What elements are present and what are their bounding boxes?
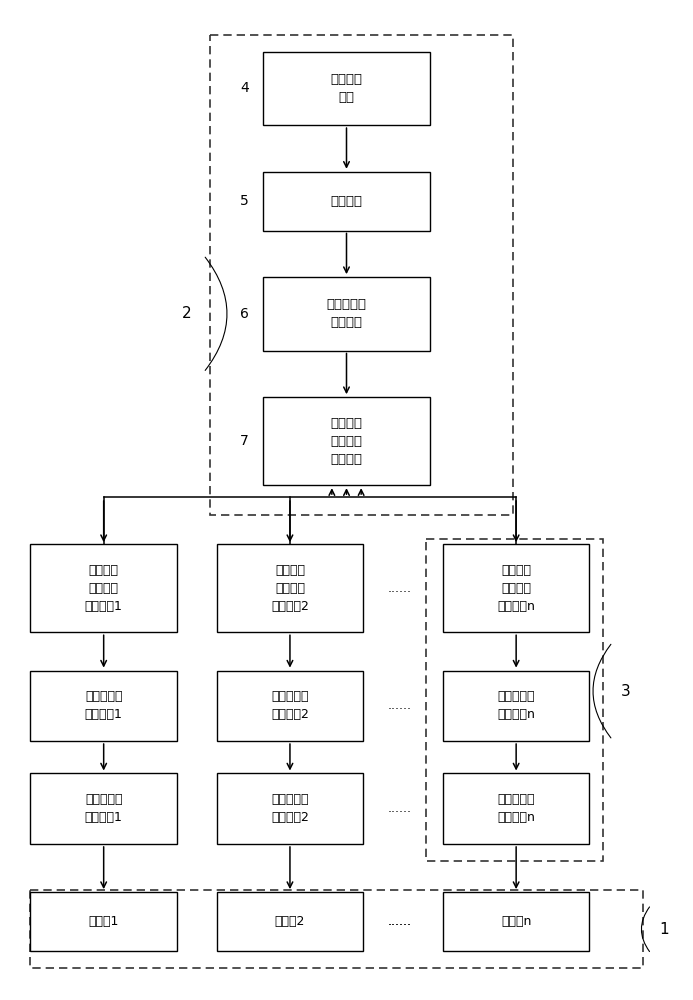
Text: 脉宽调制波
重构单元2: 脉宽调制波 重构单元2 <box>271 793 309 824</box>
Text: 控制单元: 控制单元 <box>331 195 362 208</box>
Text: 逆变器n: 逆变器n <box>501 915 532 928</box>
Text: 第二光纤
发送接收
信号单元2: 第二光纤 发送接收 信号单元2 <box>271 564 309 613</box>
Bar <box>217 671 363 741</box>
Bar <box>263 52 430 125</box>
Bar <box>217 544 363 632</box>
Bar <box>30 890 642 968</box>
Bar <box>443 671 589 741</box>
Text: ......: ...... <box>387 915 412 928</box>
Bar <box>426 539 603 861</box>
Bar <box>217 773 363 844</box>
Text: 第二光纤
发送接收
信号单元1: 第二光纤 发送接收 信号单元1 <box>85 564 123 613</box>
Text: 第二信号编
解码单元1: 第二信号编 解码单元1 <box>85 690 123 721</box>
Text: 逆变器2: 逆变器2 <box>274 915 305 928</box>
Text: 7: 7 <box>240 434 249 448</box>
Text: 第二信号编
解码单元2: 第二信号编 解码单元2 <box>271 690 309 721</box>
Bar <box>263 172 430 231</box>
Bar <box>263 277 430 351</box>
Text: ......: ...... <box>387 582 412 595</box>
Text: 4: 4 <box>240 81 249 95</box>
Text: ......: ...... <box>387 915 412 928</box>
Text: 2: 2 <box>182 306 192 321</box>
Bar <box>210 34 513 515</box>
Text: 第一信号编
解码单元: 第一信号编 解码单元 <box>326 298 367 329</box>
Text: ......: ...... <box>387 802 412 815</box>
Bar <box>263 397 430 485</box>
Text: 6: 6 <box>240 307 249 321</box>
Text: 脉宽调制波
重构单元n: 脉宽调制波 重构单元n <box>497 793 535 824</box>
Bar <box>443 892 589 951</box>
Text: 1: 1 <box>659 922 669 937</box>
Text: 第一光纤
发送接收
信号单元: 第一光纤 发送接收 信号单元 <box>331 417 362 466</box>
Text: 第二信号编
解码单元n: 第二信号编 解码单元n <box>497 690 535 721</box>
Bar <box>217 892 363 951</box>
Text: 第二光纤
发送接收
信号单元n: 第二光纤 发送接收 信号单元n <box>497 564 535 613</box>
Bar <box>30 892 177 951</box>
Text: 5: 5 <box>240 194 249 208</box>
Text: ......: ...... <box>387 699 412 712</box>
Text: 信号采集
单元: 信号采集 单元 <box>331 73 362 104</box>
Bar <box>30 773 177 844</box>
Bar <box>30 544 177 632</box>
Bar <box>30 671 177 741</box>
Text: 3: 3 <box>621 684 631 699</box>
Text: 脉宽调制波
重构单元1: 脉宽调制波 重构单元1 <box>85 793 123 824</box>
Bar <box>443 773 589 844</box>
Text: 逆变器1: 逆变器1 <box>89 915 119 928</box>
Bar <box>443 544 589 632</box>
